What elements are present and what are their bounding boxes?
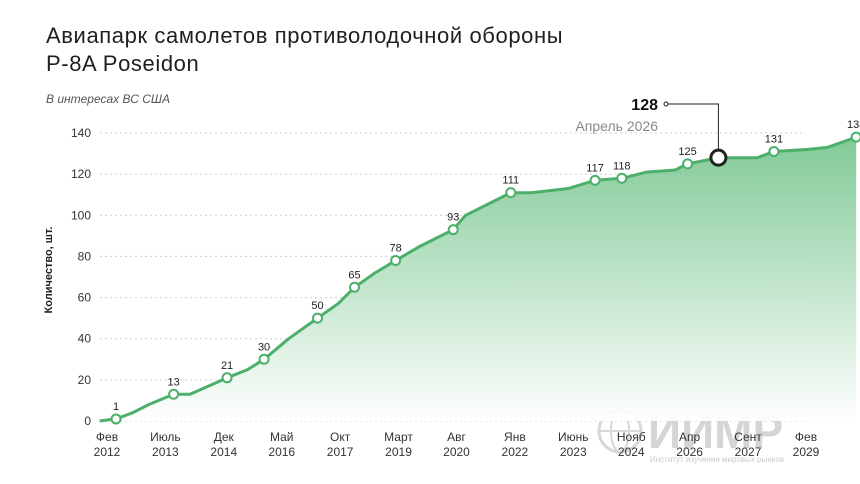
- data-marker: [505, 187, 517, 199]
- x-tick-month: Фев: [795, 430, 817, 444]
- data-label: 125: [678, 146, 696, 158]
- chart-title-line1: Авиапарк самолетов противолодочной оборо…: [46, 23, 564, 48]
- x-tick-year: 2017: [327, 445, 354, 459]
- x-tick-year: 2027: [735, 445, 762, 459]
- data-label: 30: [258, 341, 270, 353]
- x-tick-month: Янв: [504, 430, 526, 444]
- data-label: 78: [390, 243, 402, 255]
- x-tick-month: Авг: [447, 430, 466, 444]
- highlight-annotation: 128 Апрель 2026: [575, 97, 728, 167]
- data-marker: [258, 353, 270, 365]
- data-labels: 1 13 21 30 50 65 78 93 111 117 118 125 131 138: [113, 119, 860, 413]
- x-tick-year: 2026: [676, 445, 703, 459]
- data-marker: [312, 312, 324, 324]
- y-tick-label: 20: [78, 373, 92, 387]
- x-axis-ticks: Фев2012Июль2013Дек2014Май2016Окт2017Март…: [94, 430, 820, 459]
- x-tick-year: 2020: [443, 445, 470, 459]
- x-tick-month: Июнь: [558, 430, 589, 444]
- data-marker: [850, 131, 860, 143]
- data-label: 131: [765, 134, 783, 146]
- x-tick-year: 2024: [618, 445, 645, 459]
- x-tick-month: Окт: [330, 430, 351, 444]
- area-fill: [99, 137, 857, 421]
- y-axis-label: Количество, шт.: [43, 227, 55, 314]
- highlight-marker: [709, 148, 728, 167]
- x-tick-year: 2022: [502, 445, 529, 459]
- x-tick-month: Июль: [150, 430, 181, 444]
- x-tick-month: Фев: [96, 430, 118, 444]
- x-tick-month: Март: [384, 430, 413, 444]
- annotation-date: Апрель 2026: [575, 118, 658, 134]
- data-label: 65: [348, 269, 360, 281]
- y-tick-label: 40: [78, 332, 92, 346]
- y-tick-label: 120: [71, 167, 91, 181]
- y-tick-label: 60: [78, 291, 92, 305]
- x-tick-year: 2016: [268, 445, 295, 459]
- chart-subtitle: В интересах ВС США: [46, 92, 170, 106]
- chart-title-line2: P-8A Poseidon: [46, 51, 200, 76]
- data-label: 118: [613, 160, 631, 172]
- x-tick-year: 2019: [385, 445, 412, 459]
- x-tick-month: Дек: [214, 430, 235, 444]
- data-label: 93: [447, 212, 459, 224]
- y-axis-ticks: 0 20 40 60 80 100 120 140: [71, 126, 91, 428]
- data-marker: [168, 388, 180, 400]
- data-label: 111: [502, 175, 519, 187]
- data-marker: [221, 372, 233, 384]
- x-tick-year: 2012: [94, 445, 121, 459]
- x-tick-year: 2023: [560, 445, 587, 459]
- x-tick-month: Апр: [679, 430, 701, 444]
- data-label: 117: [586, 162, 604, 174]
- x-tick-year: 2014: [210, 445, 237, 459]
- annotation-value: 128: [631, 97, 658, 114]
- data-label: 138: [847, 119, 860, 131]
- x-tick-month: Нояб: [617, 430, 646, 444]
- y-tick-label: 0: [84, 414, 91, 428]
- data-marker: [768, 146, 780, 158]
- annotation-leader-line: [666, 103, 719, 150]
- y-tick-label: 100: [71, 208, 91, 222]
- data-label: 13: [167, 376, 179, 388]
- annotation-leader-dot: [663, 101, 669, 107]
- data-label: 21: [221, 360, 233, 372]
- data-label: 1: [113, 401, 119, 413]
- x-tick-year: 2029: [793, 445, 820, 459]
- data-marker: [616, 172, 628, 184]
- data-marker: [447, 224, 459, 236]
- y-tick-label: 140: [71, 126, 91, 140]
- x-tick-year: 2013: [152, 445, 179, 459]
- data-marker: [589, 174, 601, 186]
- watermark-tagline: Институт изучения мировых рынков: [650, 455, 784, 464]
- chart-title: Авиапарк самолетов противолодочной оборо…: [46, 22, 563, 78]
- data-markers: [110, 131, 860, 425]
- y-tick-label: 80: [78, 249, 92, 263]
- data-marker: [682, 158, 694, 170]
- data-marker: [349, 281, 361, 293]
- x-tick-month: Май: [270, 430, 294, 444]
- data-marker: [390, 255, 402, 267]
- data-marker: [110, 413, 122, 425]
- data-label: 50: [311, 300, 323, 312]
- x-tick-month: Сент: [734, 430, 762, 444]
